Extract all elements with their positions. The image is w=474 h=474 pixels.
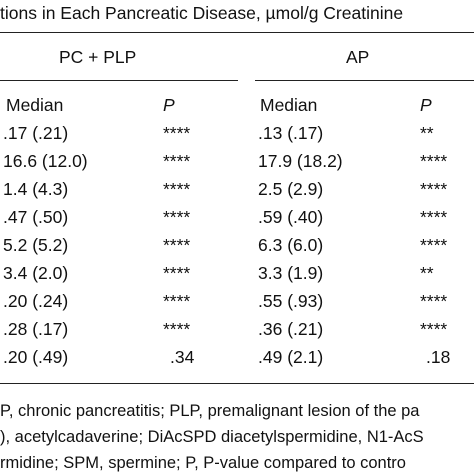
bottom-rule xyxy=(0,383,474,384)
pc-median-cell: .20 (.49) xyxy=(3,347,69,367)
group-underline-pc-plp xyxy=(0,80,238,81)
pc-median-cell: .28 (.17) xyxy=(3,319,69,339)
pc-p-cell: **** xyxy=(163,179,191,199)
ap-median-cell: .49 (2.1) xyxy=(258,347,324,367)
ap-median-cell: 17.9 (18.2) xyxy=(258,151,343,171)
ap-p-cell: .18 xyxy=(426,347,451,367)
pc-p-cell: **** xyxy=(163,263,191,283)
pc-median-cell: 1.4 (4.3) xyxy=(3,179,69,199)
ap-p-cell: **** xyxy=(420,151,448,171)
pc-median-cell: 5.2 (5.2) xyxy=(3,235,69,255)
pc-median-cell: 3.4 (2.0) xyxy=(3,263,69,283)
group-underline-ap xyxy=(255,80,474,81)
ap-median-cell: 6.3 (6.0) xyxy=(258,235,324,255)
ap-p-cell: ** xyxy=(420,123,434,143)
ap-p-cell: ** xyxy=(420,263,434,283)
pc-median-cell: .17 (.21) xyxy=(3,123,69,143)
pc-p-cell: **** xyxy=(163,151,191,171)
footnote-line-2: ), acetylcadaverine; DiAcSPD diacetylspe… xyxy=(0,428,424,446)
ap-median-cell: .36 (.21) xyxy=(258,319,324,339)
ap-p-cell: **** xyxy=(420,235,448,255)
top-rule xyxy=(0,32,474,33)
pc-median-cell: 16.6 (12.0) xyxy=(3,151,88,171)
ap-median-cell: .59 (.40) xyxy=(258,207,324,227)
pc-p-cell: **** xyxy=(163,291,191,311)
ap-median-cell: 2.5 (2.9) xyxy=(258,179,324,199)
subheader-ap-p: P xyxy=(420,95,432,115)
pc-p-cell: **** xyxy=(163,235,191,255)
ap-median-cell: .55 (.93) xyxy=(258,291,324,311)
group-header-ap: AP xyxy=(346,47,370,67)
ap-median-cell: 3.3 (1.9) xyxy=(258,263,324,283)
table-title: tions in Each Pancreatic Disease, µmol/g… xyxy=(0,3,404,23)
ap-p-cell: **** xyxy=(420,291,448,311)
ap-p-cell: **** xyxy=(420,207,448,227)
pc-p-cell: **** xyxy=(163,123,191,143)
footnote-line-3: rmidine; SPM, spermine; P, P-value compa… xyxy=(0,454,406,472)
ap-p-cell: **** xyxy=(420,179,448,199)
pc-median-cell: .20 (.24) xyxy=(3,291,69,311)
subheader-pc-p: P xyxy=(163,95,175,115)
pc-median-cell: .47 (.50) xyxy=(3,207,69,227)
ap-p-cell: **** xyxy=(420,319,448,339)
pc-p-cell: **** xyxy=(163,319,191,339)
pc-p-cell: **** xyxy=(163,207,191,227)
pc-p-cell: .34 xyxy=(170,347,195,367)
subheader-pc-median: Median xyxy=(6,95,64,115)
group-header-pc-plp: PC + PLP xyxy=(59,47,137,67)
ap-median-cell: .13 (.17) xyxy=(258,123,324,143)
footnote-line-1: P, chronic pancreatitis; PLP, premaligna… xyxy=(0,402,420,420)
subheader-ap-median: Median xyxy=(260,95,318,115)
